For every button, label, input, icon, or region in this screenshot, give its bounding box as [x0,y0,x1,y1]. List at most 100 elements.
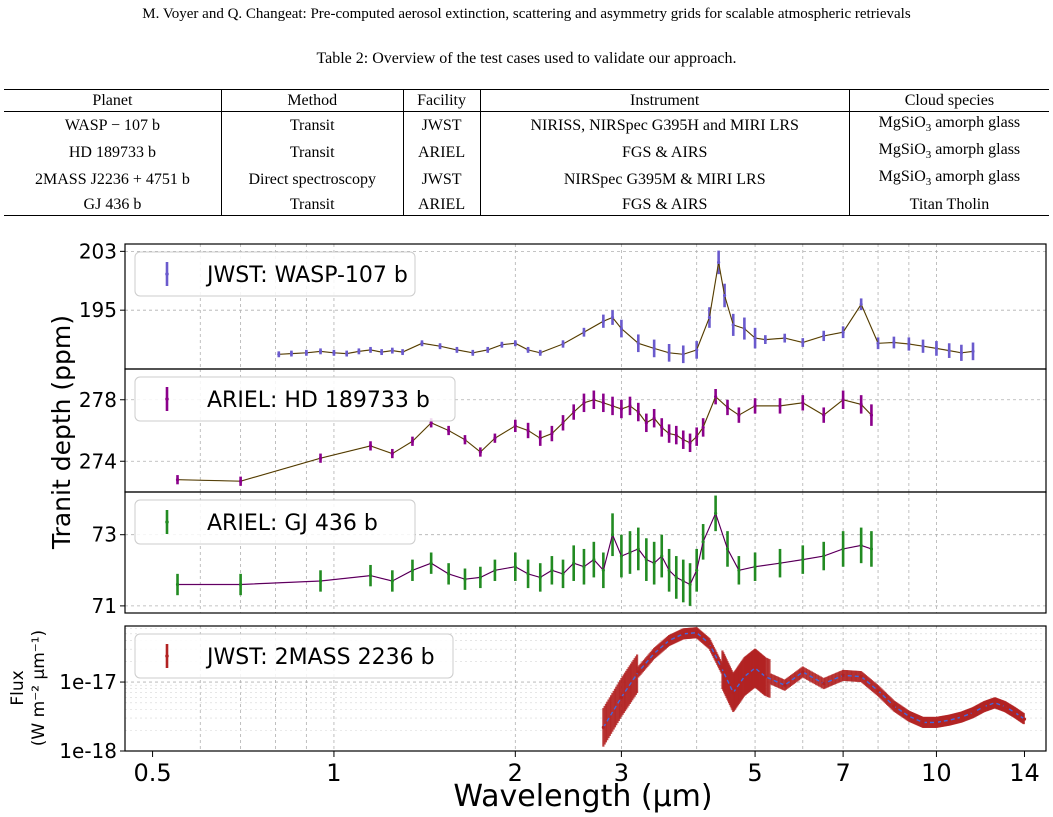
data-point [463,577,467,581]
data-point [753,336,757,340]
data-point [420,341,424,345]
data-point [701,540,705,544]
data-point [550,431,554,436]
data-point [742,326,746,331]
data-point [318,349,323,353]
legend-label: ARIEL: GJ 436 b [207,511,378,536]
data-point [859,543,863,547]
data-point [239,479,243,483]
data-point [500,343,504,347]
data-point [720,666,724,670]
data-point [1013,711,1017,715]
y-tick-label: 203 [79,239,117,263]
data-point [601,319,605,323]
table-cell: Titan Tholin [849,193,1049,216]
column-header: Instrument [480,89,850,112]
table-row: 2MASS J2236 + 4751 b Direct spectroscopy… [4,166,1049,194]
data-point [610,533,615,537]
data-point [390,579,394,583]
y-axis-label-flux-line1: Flux [8,670,28,705]
legend-label: JWST: 2MASS 2236 b [205,645,435,670]
data-point [869,413,874,417]
data-point [429,421,433,425]
data-point [478,575,482,580]
data-point [1022,717,1027,721]
data-point [652,346,656,351]
data-point [636,547,640,551]
table-row: WASP − 107 b Transit JWST NIRISS, NIRSpe… [4,111,1049,140]
data-point [859,402,863,406]
table-cell: HD 189733 b [4,139,222,167]
data-point [742,674,746,679]
data-point [667,351,671,355]
legend-box [134,251,416,297]
y-axis-label-flux-line2: (W m⁻² μm⁻¹) [29,630,49,746]
table-cell: WASP − 107 b [4,111,222,140]
table-header-row: Planet Method Facility Instrument Cloud … [4,89,1049,112]
data-point [644,421,648,425]
data-point [289,351,294,356]
data-point [695,568,699,572]
data-point [778,404,782,408]
data-point [332,351,336,355]
data-point [493,436,497,440]
table-row: GJ 436 b Transit ARIEL FGS & AIRS Titan … [4,193,1049,216]
data-point [695,631,699,635]
table-cell: GJ 436 b [4,193,222,216]
panel-frame [124,625,1047,752]
data-point [561,421,565,425]
data-point [753,565,757,569]
column-header: Facility [403,89,481,112]
legend-box [134,499,416,545]
data-point [513,424,517,428]
data-point [783,683,787,687]
table-cell: Transit [221,111,404,140]
data-point [368,444,373,448]
x-tick-label: 3 [614,759,629,787]
data-point [572,561,576,565]
table-cell: JWST [403,166,481,194]
data-point [778,561,782,565]
table-cell: ARIEL [403,139,481,167]
data-point [410,439,415,443]
data-point [971,711,975,715]
x-tick-label: 7 [835,759,850,787]
x-axis-label: Wavelength (μm) [453,779,712,814]
data-point [695,435,699,439]
spectra-figure: 203 195 JWST: WASP-107 b 278 274 ARIEL: HD 18… [8,239,1047,814]
y-tick-label: 195 [79,298,117,322]
legend-marker-point [165,397,169,401]
data-point [731,691,735,695]
data-point [921,720,925,724]
data-point [592,558,596,562]
data-point [763,674,767,679]
table-cell: Direct spectroscopy [221,166,404,194]
data-point [907,342,911,346]
data-point [304,351,308,355]
data-point [538,436,542,440]
data-point [538,351,542,355]
data-point [486,348,490,352]
data-point [390,451,394,456]
data-point [582,401,586,405]
y-tick-label: 73 [92,523,117,547]
column-header: Method [221,89,404,112]
data-point [801,558,805,562]
data-point [892,704,896,708]
data-point [357,349,361,353]
data-point [463,438,467,442]
data-point [513,565,517,569]
data-point [971,349,975,353]
data-point [725,547,730,551]
data-point [959,715,963,719]
data-point [667,638,671,643]
column-header: Cloud species [849,89,1049,112]
data-point [380,350,384,354]
data-point [701,425,705,430]
data-point [368,574,373,578]
running-header: M. Voyer and Q. Changeat: Pre-computed a… [142,6,911,22]
x-tick-label: 0.5 [133,759,171,787]
data-point [471,351,475,355]
data-point [513,341,517,345]
data-point [526,428,530,433]
